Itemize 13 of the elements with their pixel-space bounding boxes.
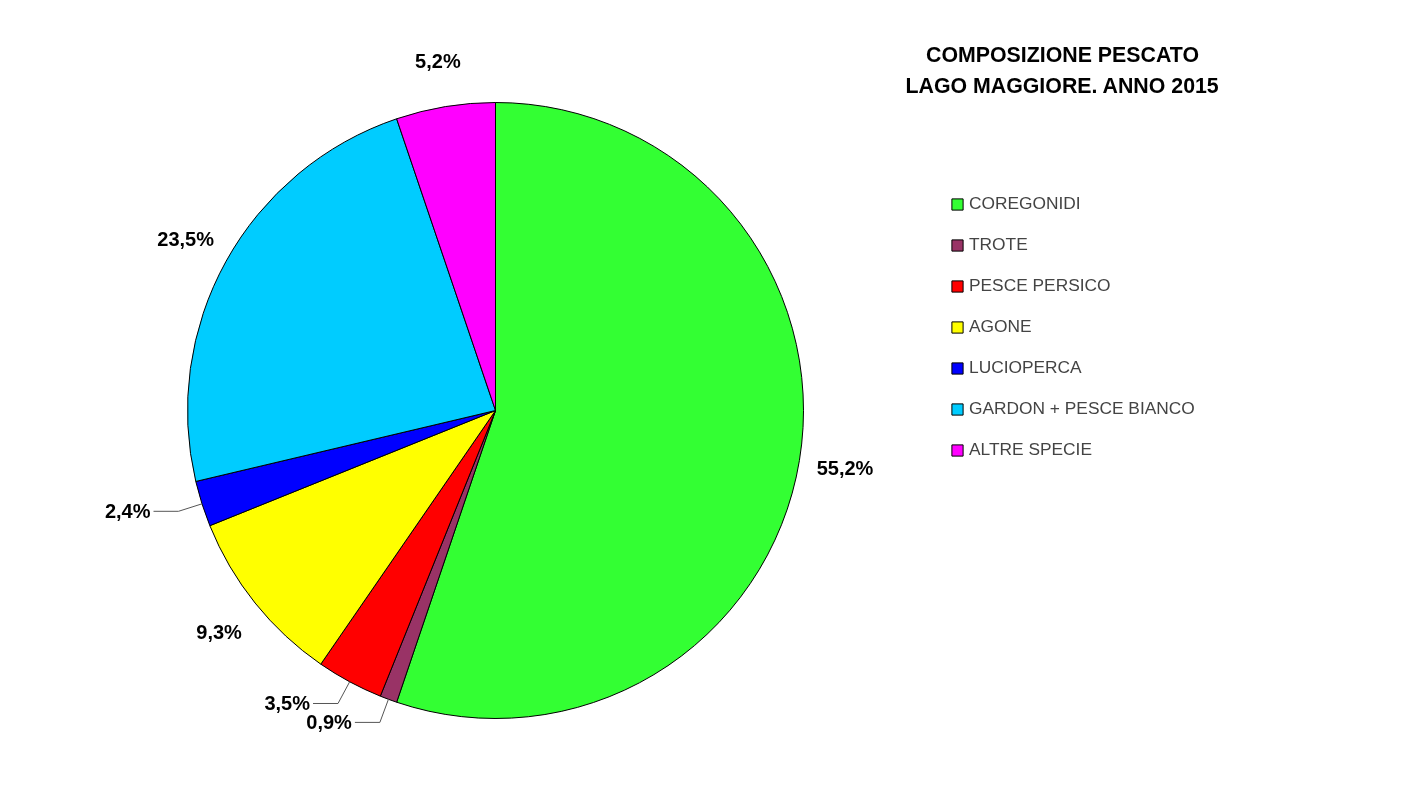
legend-label: LUCIOPERCA [969, 357, 1082, 378]
data-label: 2,4% [104, 500, 151, 523]
chart-title: COMPOSIZIONE PESCATO LAGO MAGGIORE. ANNO 2015 [905, 42, 1219, 99]
data-label: 55,2% [816, 457, 874, 480]
legend-label: PESCE PERSICO [969, 275, 1111, 296]
legend-label: COREGONIDI [969, 193, 1081, 214]
legend-label: GARDON + PESCE BIANCO [969, 398, 1195, 419]
legend-label: ALTRE SPECIE [969, 439, 1092, 460]
data-label: 23,5% [157, 227, 215, 250]
data-label: 9,3% [196, 620, 243, 643]
legend-label: TROTE [969, 234, 1028, 255]
legend-label: AGONE [969, 316, 1032, 337]
data-label: 5,2% [415, 50, 461, 73]
